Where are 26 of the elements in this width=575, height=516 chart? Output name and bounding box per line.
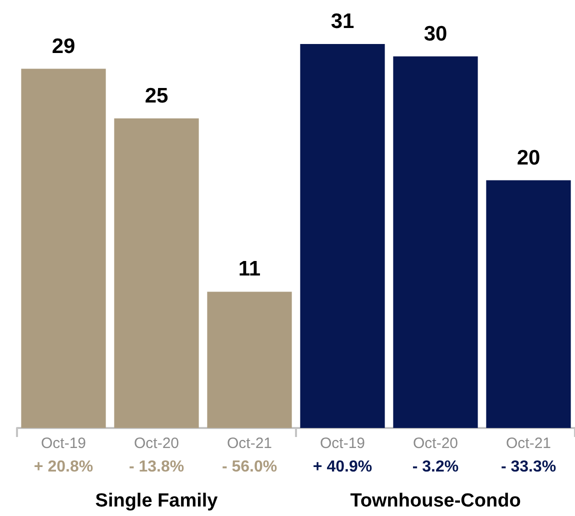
x-tick-label: Oct-20 <box>134 435 180 452</box>
data-label: 11 <box>238 258 261 281</box>
text: - 56.0% <box>222 458 278 476</box>
x-tick-label: Oct-21 <box>226 435 272 452</box>
data-label: 31 <box>330 10 354 33</box>
x-tick-label: Oct-21 <box>506 435 552 452</box>
bar <box>114 118 199 428</box>
x-tick-label: Oct-20 <box>412 435 458 452</box>
data-label: 25 <box>144 84 168 108</box>
text: Single Family <box>95 490 218 512</box>
bar <box>393 56 478 428</box>
x-tick-label: Oct-19 <box>40 435 86 452</box>
data-label: 30 <box>424 22 448 46</box>
text: - 13.8% <box>128 458 184 476</box>
bar <box>21 68 106 428</box>
data-label: 20 <box>516 146 540 170</box>
bar <box>207 292 292 428</box>
text: - 3.2% <box>412 458 459 476</box>
text: + 40.9% <box>312 458 372 476</box>
data-label: 29 <box>52 34 76 58</box>
text: - 33.3% <box>500 458 556 476</box>
bar <box>300 44 385 428</box>
bar <box>486 180 571 428</box>
x-tick-label: Oct-19 <box>320 435 366 452</box>
text: Townhouse-Condo <box>350 490 521 512</box>
text: + 20.8% <box>34 458 94 476</box>
